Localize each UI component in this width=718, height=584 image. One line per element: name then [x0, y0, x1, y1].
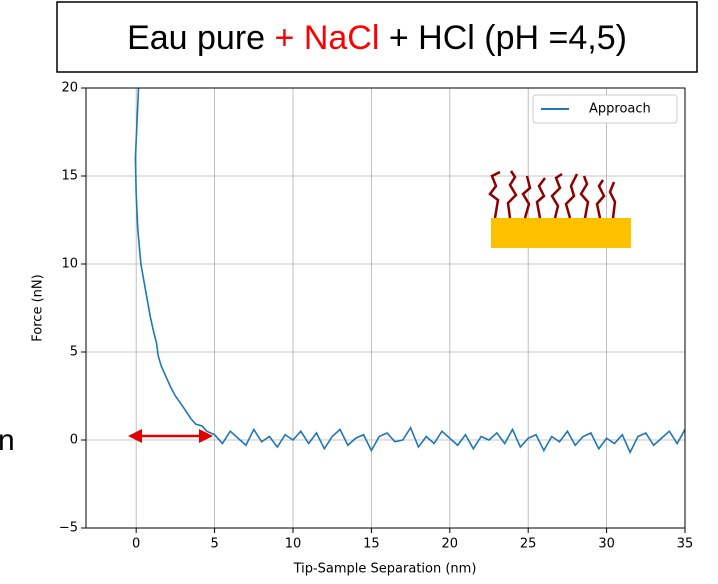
- title-part: + NaCl: [275, 19, 380, 57]
- title-box: [56, 1, 698, 73]
- legend-label: Approach: [589, 102, 651, 117]
- y-tick-label: 10: [61, 257, 78, 272]
- y-tick-label: 0: [70, 433, 78, 448]
- x-tick-label: 35: [677, 537, 694, 552]
- x-tick-label: 10: [285, 537, 302, 552]
- x-tick-label: 20: [442, 537, 459, 552]
- y-tick-label: 20: [61, 81, 78, 96]
- title-part: + HCl (pH =4,5): [379, 19, 627, 57]
- polymer-chains: [488, 170, 617, 219]
- y-axis-label: Force (nN): [31, 274, 46, 341]
- plot-frame: [85, 87, 686, 529]
- chart-title: Eau pure + NaCl + HCl (pH =4,5): [127, 19, 627, 57]
- x-axis-label: Tip-Sample Separation (nm): [293, 562, 477, 577]
- y-tick-label: 15: [61, 169, 78, 184]
- x-tick-label: 5: [210, 537, 218, 552]
- x-tick-label: 30: [598, 537, 615, 552]
- brush-icon: [488, 170, 631, 248]
- title-part: Eau pure: [127, 19, 274, 57]
- x-tick-label: 0: [132, 537, 140, 552]
- annotation: n: [0, 424, 15, 457]
- substrate: [491, 218, 631, 248]
- line: [134, 87, 686, 455]
- y-tick-label: 5: [70, 345, 78, 360]
- distance-arrow: [128, 429, 213, 443]
- x-tick-label: 15: [363, 537, 380, 552]
- legend-box: [532, 94, 678, 124]
- y-tick-label: −5: [59, 521, 78, 536]
- x-tick-label: 25: [520, 537, 537, 552]
- legend: Approach: [532, 94, 678, 124]
